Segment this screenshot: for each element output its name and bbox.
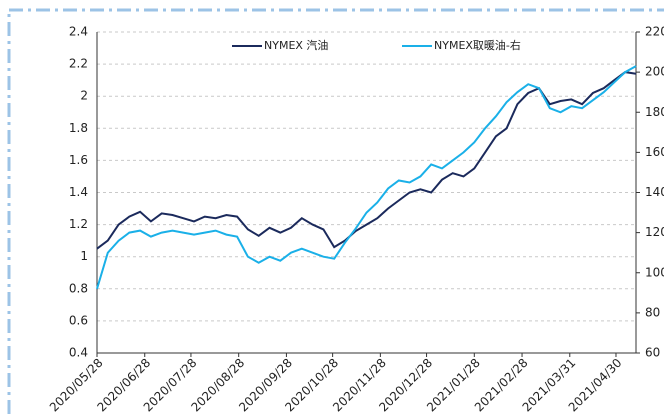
y2-tick-label: 120 <box>645 225 664 239</box>
y2-tick-label: 220 <box>645 25 664 39</box>
y-tick-label: 0.6 <box>69 313 88 327</box>
y2-tick-label: 80 <box>645 305 660 319</box>
y2-tick-label: 180 <box>645 105 664 119</box>
y2-tick-label: 200 <box>645 65 664 79</box>
series-line <box>96 65 637 290</box>
y-tick-label: 1.4 <box>69 185 88 199</box>
y2-tick-label: 160 <box>645 145 664 159</box>
y-tick-label: 2.4 <box>69 25 88 39</box>
legend-label: NYMEX 汽油 <box>264 38 328 52</box>
y-tick-label: 2.2 <box>69 57 88 71</box>
y2-tick-label: 100 <box>645 265 664 279</box>
y-tick-label: 1.6 <box>69 153 88 167</box>
legend-label: NYMEX取暖油-右 <box>434 38 521 52</box>
y-tick-label: 2 <box>80 89 88 103</box>
y-tick-label: 0.8 <box>69 281 88 295</box>
legend: NYMEX 汽油 NYMEX取暖油-右 <box>232 38 521 52</box>
y-tick-label: 1 <box>80 249 88 263</box>
y-tick-label: 0.4 <box>69 346 88 360</box>
y-tick-label: 1.2 <box>69 217 88 231</box>
series-line <box>96 71 637 250</box>
y2-tick-label: 140 <box>645 185 664 199</box>
y2-tick-label: 60 <box>645 346 660 360</box>
y-tick-label: 1.8 <box>69 121 88 135</box>
frame <box>7 8 664 416</box>
